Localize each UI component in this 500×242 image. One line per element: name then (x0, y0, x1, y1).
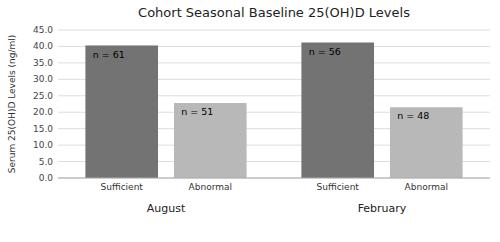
y-tick-label: 15.0 (33, 124, 53, 134)
y-tick-label: 30.0 (33, 74, 53, 84)
bar (301, 42, 374, 178)
group-label: February (358, 202, 407, 215)
y-tick-label: 20.0 (33, 107, 53, 117)
y-tick-label: 40.0 (33, 41, 53, 51)
x-tick-label: Sufficient (317, 182, 360, 192)
y-tick-label: 0.0 (39, 173, 54, 183)
y-axis-label: Serum 25(OH)D Levels (ng/ml) (7, 35, 17, 173)
n-annotation: n = 48 (397, 110, 429, 121)
y-tick-label: 25.0 (33, 91, 53, 101)
x-tick-label: Abnormal (405, 182, 448, 192)
n-annotation: n = 56 (309, 46, 341, 57)
bar (85, 45, 158, 178)
bar (174, 103, 247, 178)
group-label: August (147, 202, 186, 215)
n-annotation: n = 61 (93, 49, 125, 60)
y-tick-label: 10.0 (33, 140, 53, 150)
grid-line (58, 178, 490, 179)
labels: n = 61Sufficientn = 51AbnormalAugustn = … (93, 46, 448, 215)
x-tick-label: Sufficient (101, 182, 144, 192)
y-tick-label: 45.0 (33, 25, 53, 35)
y-tick-label: 5.0 (39, 157, 54, 167)
grid (58, 30, 490, 178)
x-axis-line (58, 178, 490, 179)
y-tick-label: 35.0 (33, 58, 53, 68)
grid-line (58, 30, 490, 31)
n-annotation: n = 51 (181, 106, 213, 117)
title: Cohort Seasonal Baseline 25(OH)D Levels (138, 5, 410, 20)
bars (85, 42, 462, 178)
chart: Cohort Seasonal Baseline 25(OH)D Levels S… (0, 0, 500, 242)
x-tick-label: Abnormal (189, 182, 232, 192)
bar (390, 107, 463, 178)
